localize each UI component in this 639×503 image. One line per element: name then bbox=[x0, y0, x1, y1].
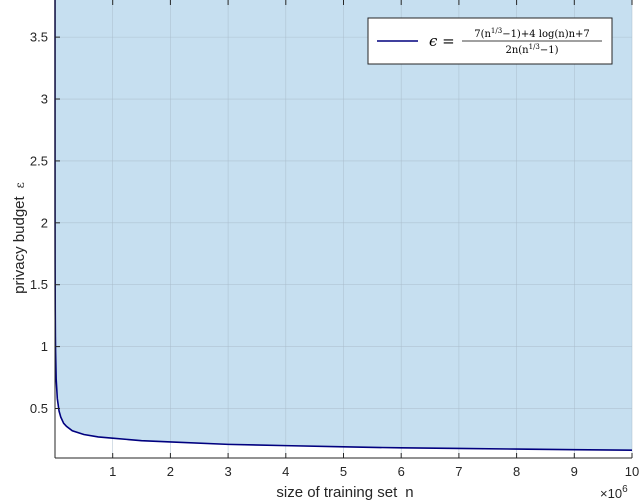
y-axis-label: privacy budgetε bbox=[11, 182, 28, 294]
x-tick-label: 8 bbox=[513, 464, 520, 479]
y-tick-label: 3.5 bbox=[30, 30, 48, 45]
y-tick-label: 2.5 bbox=[30, 153, 48, 168]
y-tick-label: 3 bbox=[41, 92, 48, 107]
legend-lhs: ϵ = bbox=[429, 32, 455, 50]
x-tick-label: 7 bbox=[455, 464, 462, 479]
y-tick-label: 1.5 bbox=[30, 277, 48, 292]
x-tick-label: 5 bbox=[340, 464, 347, 479]
x-tick-label: 4 bbox=[282, 464, 289, 479]
x-tick-label: 3 bbox=[224, 464, 231, 479]
plot-axes bbox=[54, 0, 633, 459]
y-tick-label: 2 bbox=[41, 215, 48, 230]
x-tick-label: 2 bbox=[167, 464, 174, 479]
legend-numerator: 7(n1/3−1)+4 log(n)n+7 bbox=[474, 27, 590, 40]
x-axis-label: size of training set n bbox=[276, 484, 413, 501]
x-exponent-label: ×106 bbox=[600, 484, 628, 501]
y-tick-label: 0.5 bbox=[30, 401, 48, 416]
grid-lines bbox=[55, 0, 633, 458]
x-tick-label: 9 bbox=[571, 464, 578, 479]
x-tick-label: 10 bbox=[625, 464, 639, 479]
legend-denominator: 2n(n1/3−1) bbox=[505, 43, 558, 56]
y-tick-labels: 0.5 1 1.5 2 2.5 3 3.5 bbox=[30, 30, 48, 416]
x-tick-labels: 1 2 3 4 5 6 7 8 9 10 bbox=[109, 464, 639, 479]
y-tick-label: 1 bbox=[41, 339, 48, 354]
legend: ϵ = 7(n1/3−1)+4 log(n)n+7 2n(n1/3−1) bbox=[367, 17, 613, 65]
x-tick-label: 1 bbox=[109, 464, 116, 479]
x-tick-label: 6 bbox=[398, 464, 405, 479]
